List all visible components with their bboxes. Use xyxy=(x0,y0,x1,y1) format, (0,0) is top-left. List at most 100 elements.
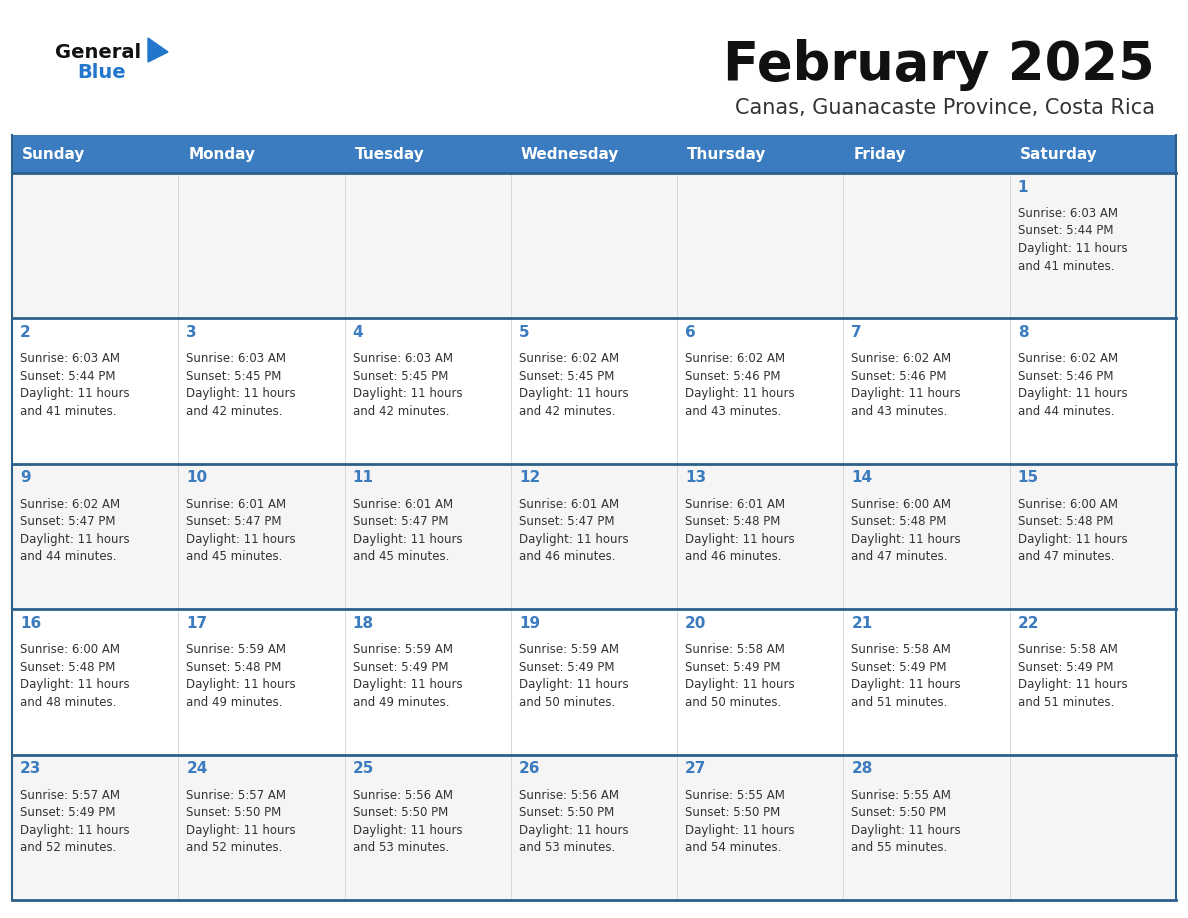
Bar xyxy=(1010,755,1176,900)
Bar xyxy=(511,173,677,319)
Text: Daylight: 11 hours: Daylight: 11 hours xyxy=(1018,532,1127,546)
Text: Daylight: 11 hours: Daylight: 11 hours xyxy=(519,387,628,400)
Text: Sunrise: 6:03 AM: Sunrise: 6:03 AM xyxy=(353,353,453,365)
Bar xyxy=(345,755,511,900)
Text: Sunday: Sunday xyxy=(23,147,86,162)
Text: Sunset: 5:48 PM: Sunset: 5:48 PM xyxy=(685,515,781,528)
Bar xyxy=(178,610,345,755)
Bar xyxy=(345,464,511,610)
Bar xyxy=(511,135,677,173)
Text: Sunrise: 6:02 AM: Sunrise: 6:02 AM xyxy=(519,353,619,365)
Text: Sunset: 5:44 PM: Sunset: 5:44 PM xyxy=(20,370,115,383)
Text: Sunset: 5:46 PM: Sunset: 5:46 PM xyxy=(685,370,781,383)
Bar xyxy=(12,135,178,173)
Text: Sunset: 5:47 PM: Sunset: 5:47 PM xyxy=(519,515,614,528)
Text: and 50 minutes.: and 50 minutes. xyxy=(685,696,782,709)
Bar xyxy=(178,173,345,319)
Text: Sunrise: 5:58 AM: Sunrise: 5:58 AM xyxy=(852,644,952,656)
Bar xyxy=(511,464,677,610)
Text: Daylight: 11 hours: Daylight: 11 hours xyxy=(353,387,462,400)
Text: Sunset: 5:50 PM: Sunset: 5:50 PM xyxy=(187,806,282,819)
Bar xyxy=(12,319,178,464)
Bar xyxy=(511,319,677,464)
Text: 14: 14 xyxy=(852,470,872,486)
Text: 18: 18 xyxy=(353,616,374,631)
Text: Sunrise: 6:02 AM: Sunrise: 6:02 AM xyxy=(1018,353,1118,365)
Bar xyxy=(843,610,1010,755)
Text: Sunset: 5:47 PM: Sunset: 5:47 PM xyxy=(353,515,448,528)
Text: Daylight: 11 hours: Daylight: 11 hours xyxy=(187,387,296,400)
Text: Sunrise: 6:02 AM: Sunrise: 6:02 AM xyxy=(20,498,120,510)
Text: Daylight: 11 hours: Daylight: 11 hours xyxy=(20,387,129,400)
Text: and 51 minutes.: and 51 minutes. xyxy=(1018,696,1114,709)
Text: 3: 3 xyxy=(187,325,197,340)
Text: Daylight: 11 hours: Daylight: 11 hours xyxy=(187,678,296,691)
Text: 21: 21 xyxy=(852,616,873,631)
Text: and 47 minutes.: and 47 minutes. xyxy=(852,550,948,564)
Bar xyxy=(345,610,511,755)
Text: Sunset: 5:49 PM: Sunset: 5:49 PM xyxy=(1018,661,1113,674)
Text: Sunset: 5:50 PM: Sunset: 5:50 PM xyxy=(685,806,781,819)
Text: Daylight: 11 hours: Daylight: 11 hours xyxy=(685,387,795,400)
Text: Sunrise: 6:00 AM: Sunrise: 6:00 AM xyxy=(20,644,120,656)
Text: Sunrise: 6:02 AM: Sunrise: 6:02 AM xyxy=(685,353,785,365)
Text: 16: 16 xyxy=(20,616,42,631)
Text: Sunrise: 6:00 AM: Sunrise: 6:00 AM xyxy=(1018,498,1118,510)
Bar xyxy=(843,755,1010,900)
Bar xyxy=(345,135,511,173)
Text: and 54 minutes.: and 54 minutes. xyxy=(685,841,782,854)
Text: Sunset: 5:48 PM: Sunset: 5:48 PM xyxy=(187,661,282,674)
Text: Sunrise: 5:55 AM: Sunrise: 5:55 AM xyxy=(852,789,952,801)
Text: Sunset: 5:45 PM: Sunset: 5:45 PM xyxy=(519,370,614,383)
Text: Sunrise: 6:03 AM: Sunrise: 6:03 AM xyxy=(1018,207,1118,220)
Text: Daylight: 11 hours: Daylight: 11 hours xyxy=(1018,678,1127,691)
Text: Sunset: 5:48 PM: Sunset: 5:48 PM xyxy=(1018,515,1113,528)
Text: Sunset: 5:49 PM: Sunset: 5:49 PM xyxy=(20,806,115,819)
Text: Sunrise: 5:59 AM: Sunrise: 5:59 AM xyxy=(519,644,619,656)
Bar xyxy=(1010,135,1176,173)
Text: Daylight: 11 hours: Daylight: 11 hours xyxy=(1018,387,1127,400)
Text: Sunset: 5:50 PM: Sunset: 5:50 PM xyxy=(852,806,947,819)
Text: 10: 10 xyxy=(187,470,208,486)
Text: 7: 7 xyxy=(852,325,862,340)
Bar xyxy=(677,173,843,319)
Text: Daylight: 11 hours: Daylight: 11 hours xyxy=(1018,242,1127,255)
Text: and 51 minutes.: and 51 minutes. xyxy=(852,696,948,709)
Text: and 41 minutes.: and 41 minutes. xyxy=(20,405,116,418)
Text: Sunrise: 5:57 AM: Sunrise: 5:57 AM xyxy=(20,789,120,801)
Text: 26: 26 xyxy=(519,761,541,776)
Text: 20: 20 xyxy=(685,616,707,631)
Text: and 42 minutes.: and 42 minutes. xyxy=(519,405,615,418)
Text: and 46 minutes.: and 46 minutes. xyxy=(519,550,615,564)
Text: 12: 12 xyxy=(519,470,541,486)
Text: Daylight: 11 hours: Daylight: 11 hours xyxy=(353,678,462,691)
Text: Canas, Guanacaste Province, Costa Rica: Canas, Guanacaste Province, Costa Rica xyxy=(735,98,1155,118)
Text: 5: 5 xyxy=(519,325,530,340)
Bar xyxy=(511,610,677,755)
Bar xyxy=(12,464,178,610)
Bar xyxy=(345,319,511,464)
Text: Daylight: 11 hours: Daylight: 11 hours xyxy=(852,678,961,691)
Bar xyxy=(677,610,843,755)
Text: Sunrise: 6:01 AM: Sunrise: 6:01 AM xyxy=(685,498,785,510)
Text: Daylight: 11 hours: Daylight: 11 hours xyxy=(852,823,961,836)
Text: and 42 minutes.: and 42 minutes. xyxy=(187,405,283,418)
Text: and 52 minutes.: and 52 minutes. xyxy=(20,841,116,854)
Text: 2: 2 xyxy=(20,325,31,340)
Text: Sunrise: 6:01 AM: Sunrise: 6:01 AM xyxy=(187,498,286,510)
Text: 6: 6 xyxy=(685,325,696,340)
Bar xyxy=(1010,319,1176,464)
Bar xyxy=(843,135,1010,173)
Text: and 53 minutes.: and 53 minutes. xyxy=(519,841,615,854)
Text: and 45 minutes.: and 45 minutes. xyxy=(353,550,449,564)
Text: February 2025: February 2025 xyxy=(723,39,1155,91)
Text: Sunset: 5:47 PM: Sunset: 5:47 PM xyxy=(20,515,115,528)
Text: 24: 24 xyxy=(187,761,208,776)
Text: Sunrise: 5:58 AM: Sunrise: 5:58 AM xyxy=(685,644,785,656)
Text: 4: 4 xyxy=(353,325,364,340)
Text: and 41 minutes.: and 41 minutes. xyxy=(1018,260,1114,273)
Text: Sunset: 5:48 PM: Sunset: 5:48 PM xyxy=(20,661,115,674)
Bar xyxy=(511,755,677,900)
Polygon shape xyxy=(148,38,168,62)
Text: and 44 minutes.: and 44 minutes. xyxy=(1018,405,1114,418)
